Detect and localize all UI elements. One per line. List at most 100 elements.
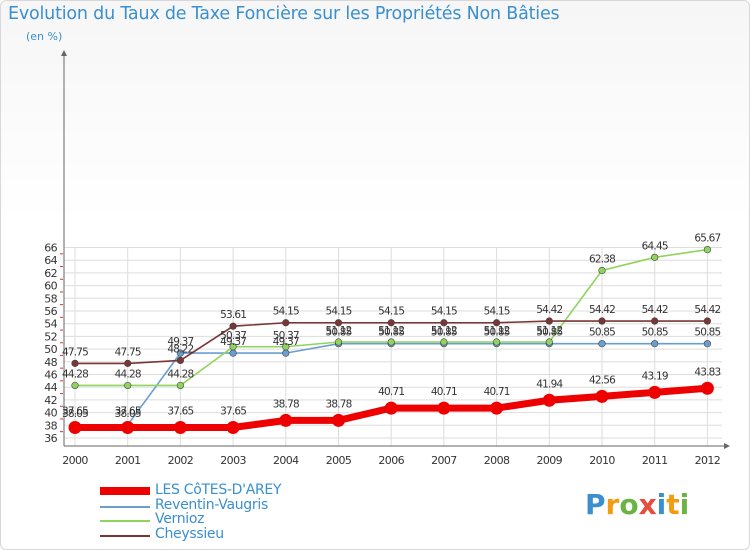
y-tick-label: 64 xyxy=(44,254,57,267)
data-point-les-c-tes-d-arey xyxy=(700,381,714,395)
data-point-les-c-tes-d-arey xyxy=(173,421,187,435)
data-label-les-c-tes-d-arey: 40.71 xyxy=(431,386,457,398)
data-point-vernioz xyxy=(229,343,237,351)
data-point-les-c-tes-d-arey xyxy=(279,413,293,427)
data-label-vernioz: 65.67 xyxy=(694,233,720,245)
data-label-les-c-tes-d-arey: 38.78 xyxy=(325,398,351,410)
data-label-cheyssieu: 54.42 xyxy=(536,304,562,316)
data-label-reventin-vaugris: 50.85 xyxy=(642,327,668,339)
data-label-cheyssieu: 47.75 xyxy=(115,346,141,358)
data-point-les-c-tes-d-arey xyxy=(68,421,82,435)
data-label-reventin-vaugris: 38.05 xyxy=(62,408,88,420)
y-tick-label: 52 xyxy=(44,330,57,343)
data-label-reventin-vaugris: 50.85 xyxy=(484,327,510,339)
legend-label: Vernioz xyxy=(155,511,205,527)
legend-swatch xyxy=(100,487,150,495)
data-point-cheyssieu xyxy=(545,317,553,325)
data-point-reventin-vaugris xyxy=(229,349,237,357)
y-axis-unit-label: (en %) xyxy=(26,30,63,43)
x-axis-arrow xyxy=(724,443,730,449)
data-label-vernioz: 51.12 xyxy=(536,325,562,337)
data-label-les-c-tes-d-arey: 41.94 xyxy=(536,378,563,390)
data-point-reventin-vaugris xyxy=(282,349,290,357)
data-label-vernioz: 64.45 xyxy=(642,240,668,252)
data-point-reventin-vaugris xyxy=(176,349,184,357)
data-label-vernioz: 51.12 xyxy=(431,325,457,337)
data-point-vernioz xyxy=(545,338,553,346)
data-label-les-c-tes-d-arey: 40.71 xyxy=(378,386,404,398)
data-label-cheyssieu: 53.61 xyxy=(220,309,246,321)
x-tick-label: 2009 xyxy=(536,454,562,467)
logo-letter: o xyxy=(619,488,639,521)
data-point-vernioz xyxy=(176,381,184,390)
data-label-reventin-vaugris: 50.85 xyxy=(536,327,562,339)
data-point-les-c-tes-d-arey xyxy=(648,385,662,399)
data-label-reventin-vaugris: 50.85 xyxy=(431,327,457,339)
data-label-cheyssieu: 54.15 xyxy=(484,306,510,318)
logo-letter: x xyxy=(638,488,657,521)
y-tick-label: 48 xyxy=(44,356,57,369)
data-label-les-c-tes-d-arey: 43.19 xyxy=(642,370,668,382)
data-point-cheyssieu xyxy=(176,356,184,365)
data-point-les-c-tes-d-arey xyxy=(595,389,609,403)
data-point-cheyssieu xyxy=(229,322,237,330)
y-tick-label: 54 xyxy=(44,318,57,331)
data-label-vernioz: 51.12 xyxy=(484,325,510,337)
logo-letter: i xyxy=(656,488,667,521)
data-point-vernioz xyxy=(493,338,501,346)
data-point-les-c-tes-d-arey xyxy=(332,413,345,427)
data-point-les-c-tes-d-arey xyxy=(542,393,556,407)
x-tick-label: 2008 xyxy=(484,454,510,467)
data-point-vernioz xyxy=(334,338,343,346)
data-point-vernioz xyxy=(598,266,606,275)
data-point-cheyssieu xyxy=(387,319,395,327)
y-tick-label: 60 xyxy=(44,280,57,293)
y-tick-label: 66 xyxy=(44,242,57,255)
y-tick-label: 56 xyxy=(44,305,57,318)
data-point-vernioz xyxy=(703,245,712,254)
data-label-vernioz: 51.12 xyxy=(378,325,404,337)
y-tick-label: 36 xyxy=(44,432,57,445)
legend-label: LES CôTES-D'AREY xyxy=(155,482,282,498)
series-layer xyxy=(68,245,714,435)
data-label-les-c-tes-d-arey: 37.65 xyxy=(62,406,88,418)
logo-letter: P xyxy=(585,488,606,521)
data-label-cheyssieu: 54.15 xyxy=(378,306,404,318)
data-label-les-c-tes-d-arey: 43.83 xyxy=(694,366,720,378)
data-point-cheyssieu xyxy=(493,319,501,327)
data-label-cheyssieu: 54.15 xyxy=(325,306,351,318)
data-label-reventin-vaugris: 50.85 xyxy=(378,327,404,339)
y-tick-label: 38 xyxy=(44,419,57,432)
data-point-cheyssieu xyxy=(124,359,132,367)
data-point-les-c-tes-d-arey xyxy=(437,401,451,415)
chart-title: Evolution du Taux de Taxe Foncière sur l… xyxy=(8,4,560,24)
y-axis-arrow xyxy=(61,50,67,56)
x-tick-label: 2002 xyxy=(168,454,194,467)
logo-letter: r xyxy=(605,488,620,521)
x-tick-label: 2010 xyxy=(589,454,615,467)
data-label-les-c-tes-d-arey: 42.56 xyxy=(589,374,616,386)
data-label-layer: 38.05 38.05 49.37 49.37 49.37 50.85 50.85 50.85… xyxy=(62,233,721,420)
data-point-les-c-tes-d-arey xyxy=(226,421,240,435)
data-point-vernioz xyxy=(440,338,448,346)
data-point-cheyssieu xyxy=(334,319,343,327)
data-label-les-c-tes-d-arey: 38.78 xyxy=(273,398,299,410)
data-label-reventin-vaugris: 49.37 xyxy=(273,336,299,348)
data-point-vernioz xyxy=(71,381,79,390)
data-label-cheyssieu: 54.15 xyxy=(273,306,299,318)
data-label-cheyssieu: 54.15 xyxy=(431,306,457,318)
y-tick-label: 42 xyxy=(44,394,57,407)
data-label-cheyssieu: 48.22 xyxy=(167,343,193,355)
data-label-reventin-vaugris: 50.85 xyxy=(589,327,615,339)
x-tick-label: 2005 xyxy=(326,454,352,467)
legend-swatch xyxy=(100,520,150,522)
data-label-vernioz: 44.28 xyxy=(62,368,88,380)
data-label-vernioz: 50.37 xyxy=(220,330,246,342)
data-point-reventin-vaugris xyxy=(598,340,606,348)
x-tick-label: 2004 xyxy=(273,454,299,467)
proxiti-logo: Proxiti xyxy=(585,488,689,521)
data-label-cheyssieu: 54.42 xyxy=(694,304,720,316)
